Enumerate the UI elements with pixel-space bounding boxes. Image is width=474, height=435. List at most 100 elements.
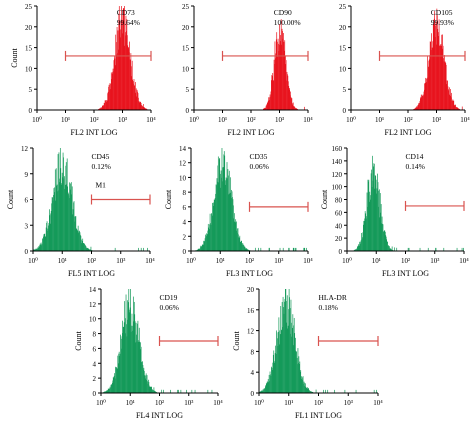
histogram-bin	[433, 18, 435, 110]
histogram-bin	[48, 225, 49, 251]
histogram-bin	[455, 105, 456, 110]
histogram-bin	[122, 8, 124, 110]
histogram-bin	[151, 389, 153, 393]
histogram-bin	[144, 108, 146, 110]
histogram-bin	[235, 219, 237, 251]
histogram-bin	[61, 184, 63, 251]
histogram-bin	[292, 327, 293, 393]
histogram-bin	[114, 247, 116, 251]
histogram-bin	[259, 391, 261, 393]
histogram-bin	[383, 231, 385, 251]
histogram-bin	[429, 55, 431, 110]
histogram-bin	[186, 389, 187, 393]
histogram-bin	[140, 247, 142, 251]
x-tick-label: 10²	[401, 257, 410, 265]
histogram-bin	[430, 50, 432, 110]
histogram-bin	[283, 307, 284, 393]
histogram-bin	[295, 337, 296, 393]
gate-marker	[248, 201, 309, 212]
histogram-bin	[440, 43, 442, 110]
histogram-bin	[205, 236, 207, 251]
histogram-bin	[323, 389, 324, 393]
histogram-bin	[138, 97, 139, 110]
histogram-bin	[69, 182, 70, 251]
histogram-bin	[130, 53, 132, 110]
histogram-bin	[47, 228, 49, 251]
y-tick-label: 0	[186, 107, 190, 115]
histogram-bin	[447, 86, 449, 110]
histogram-bin	[130, 331, 132, 393]
histogram-bin	[291, 98, 292, 110]
histogram-bin	[456, 107, 458, 110]
histogram-bin	[408, 247, 410, 251]
histogram-bin	[88, 249, 90, 251]
histogram-bin	[216, 178, 218, 251]
histogram-bin	[52, 197, 53, 251]
histogram-bin	[217, 181, 218, 251]
y-tick-label: 4	[251, 369, 255, 377]
y-tick-label: 6	[25, 197, 29, 205]
histogram-bin	[50, 213, 52, 251]
histogram-bin	[211, 213, 212, 251]
histogram-bin	[131, 60, 133, 110]
histogram-bin	[298, 363, 299, 393]
histogram-bin	[426, 78, 427, 110]
histogram-bin	[155, 391, 157, 393]
histogram-bin	[143, 107, 145, 110]
histogram-bin	[371, 169, 372, 251]
histogram-bin	[111, 79, 113, 110]
histogram-bars	[103, 289, 213, 393]
histogram-bin	[127, 48, 129, 110]
x-tick-label: 10¹	[126, 399, 135, 407]
histogram-bin	[365, 218, 367, 251]
histogram-bin	[141, 105, 143, 110]
histogram-bin	[241, 240, 242, 251]
histogram-bin	[450, 97, 452, 110]
histogram-bin	[281, 330, 283, 393]
histogram-bin	[449, 96, 451, 110]
histogram-bin	[294, 107, 296, 110]
histogram-bin	[134, 85, 136, 110]
histogram-bin	[60, 168, 62, 251]
histogram-bin	[120, 37, 121, 110]
histogram-bin	[133, 321, 135, 393]
y-tick-label: 5	[186, 86, 190, 94]
histogram-bin	[263, 107, 265, 110]
histogram-bin	[295, 351, 297, 393]
histogram-bin	[366, 216, 367, 251]
histogram-bin	[457, 108, 459, 110]
histogram-bin	[463, 247, 464, 251]
histogram-bin	[104, 391, 106, 393]
histogram-bin	[246, 248, 248, 251]
histogram-bin	[119, 20, 121, 110]
histogram-bin	[306, 247, 307, 251]
marker-percent: 100.00%	[274, 18, 301, 27]
histogram-bin	[268, 97, 270, 110]
histogram-bin	[260, 391, 262, 393]
histogram-bin	[374, 175, 376, 251]
histogram-bin	[199, 248, 200, 251]
x-axis-label: FL2 INT LOG	[385, 128, 432, 137]
histogram-bin	[303, 106, 305, 110]
histogram-bin	[136, 334, 137, 393]
histogram-bin	[360, 241, 361, 251]
histogram-bin	[132, 330, 134, 393]
histogram-bin	[226, 178, 227, 251]
histogram-bin	[383, 231, 384, 251]
histogram-bin	[138, 342, 139, 393]
y-tick-label: 10	[339, 65, 347, 73]
histogram-bin	[199, 248, 201, 251]
histogram-bin	[280, 19, 282, 110]
histogram-bin	[107, 390, 109, 393]
y-tick-label: 8	[183, 189, 187, 197]
histogram-bars	[98, 6, 148, 111]
histogram-bin	[292, 314, 294, 393]
histogram-bin	[385, 236, 387, 251]
histogram-bin	[454, 104, 456, 110]
histogram-bin	[85, 246, 87, 251]
histogram-bin	[246, 248, 248, 251]
histogram-bin	[152, 390, 154, 393]
histogram-bin	[443, 61, 445, 110]
histogram-bin	[414, 108, 416, 110]
histogram-bin	[444, 55, 445, 110]
